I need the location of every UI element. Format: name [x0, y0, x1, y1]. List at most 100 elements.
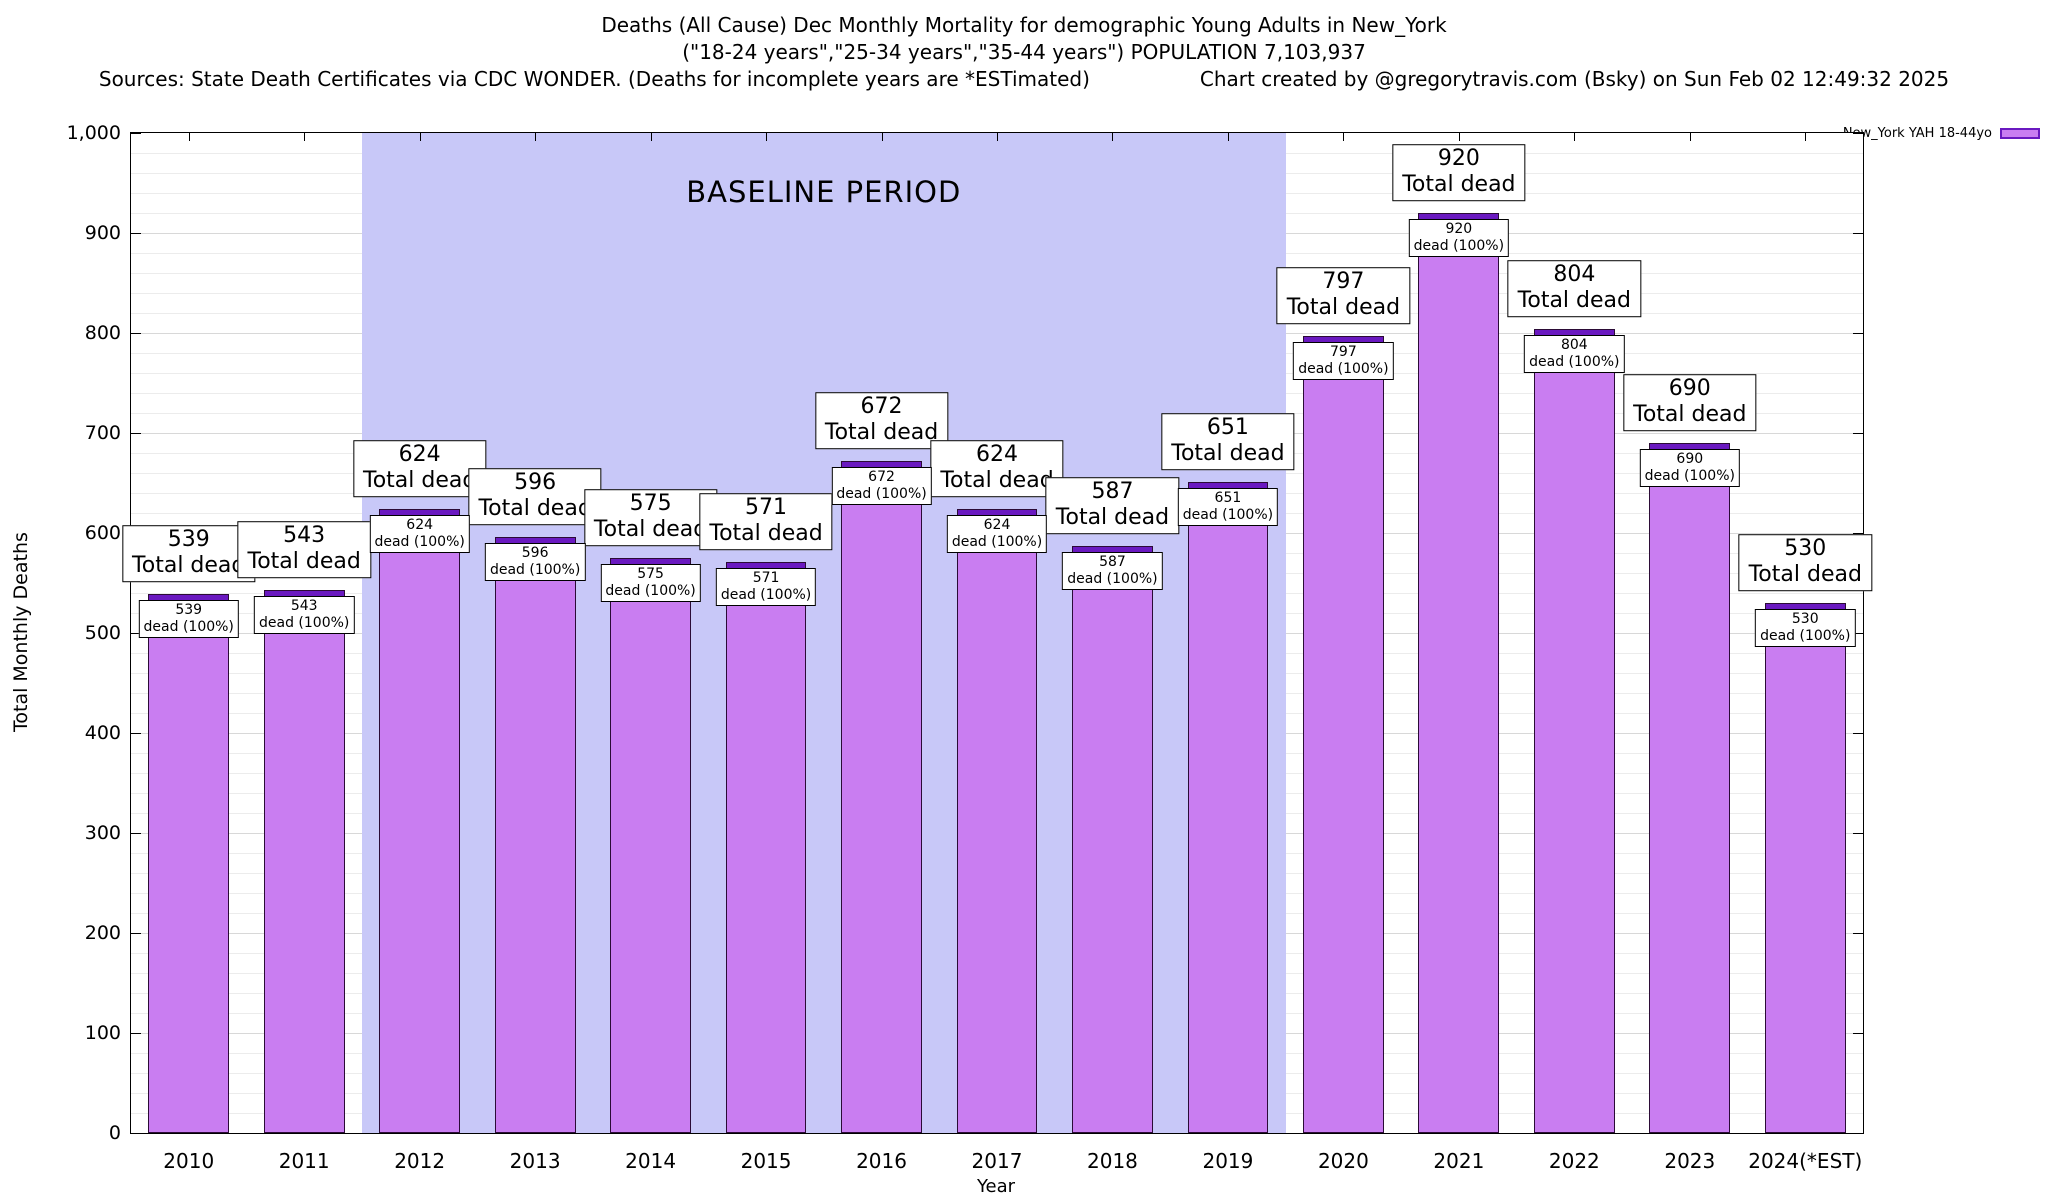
total-dead-label: 797 Total dead: [1276, 267, 1411, 324]
bar-top-cap: [1534, 330, 1614, 336]
y-tick-mark: [1853, 433, 1863, 434]
y-axis-tick-label: 300: [84, 822, 121, 844]
total-dead-label: 596 Total dead: [468, 468, 602, 525]
x-tick-mark: [1574, 133, 1576, 141]
y-tick-mark: [1853, 633, 1863, 634]
y-tick-mark: [131, 833, 141, 834]
total-dead-label: 530 Total dead: [1738, 534, 1872, 591]
bar-value-label: 575 dead (100%): [600, 564, 701, 602]
x-axis-tick-label: 2018: [1087, 1149, 1138, 1173]
x-tick-mark: [766, 133, 768, 141]
total-dead-label: 804 Total dead: [1507, 260, 1641, 317]
y-axis-tick-label: 700: [84, 422, 121, 444]
x-axis-tick-label: 2016: [856, 1149, 907, 1173]
y-tick-mark: [131, 1033, 141, 1034]
y-tick-mark: [131, 233, 141, 234]
bar-top-cap: [1303, 337, 1383, 343]
bar-top-cap: [495, 538, 575, 544]
y-axis-tick-label: 900: [84, 222, 121, 244]
bar-value-label: 587 dead (100%): [1062, 552, 1163, 590]
bar-value-label: 530 dead (100%): [1755, 609, 1856, 647]
chart-subtitle: ("18-24 years","25-34 years","35-44 year…: [682, 40, 1366, 64]
x-tick-mark: [1227, 133, 1229, 141]
y-axis-tick-label: 200: [84, 922, 121, 944]
x-tick-mark: [1458, 133, 1460, 141]
bar-top-cap: [149, 595, 229, 601]
x-axis-tick-label: 2011: [278, 1149, 330, 1173]
baseline-period-label: BASELINE PERIOD: [686, 175, 962, 209]
legend-label: New_York YAH 18-44yo: [1842, 126, 1992, 141]
bar-top-cap: [726, 563, 806, 569]
bar-top-cap: [611, 559, 690, 565]
bar-2017: [956, 509, 1038, 1133]
y-tick-mark: [131, 933, 141, 934]
x-tick-mark: [650, 133, 652, 141]
total-dead-label: 571 Total dead: [699, 493, 833, 550]
y-tick-mark: [131, 333, 141, 334]
y-tick-mark: [131, 633, 141, 634]
total-dead-label: 651 Total dead: [1161, 413, 1295, 470]
y-tick-mark: [1853, 733, 1863, 734]
bar-2022: [1533, 329, 1615, 1133]
x-tick-mark: [997, 133, 998, 141]
bar-top-cap: [1073, 547, 1152, 553]
y-axis-tick-label: 400: [84, 722, 121, 744]
x-axis-tick-label: 2024(*EST): [1748, 1149, 1863, 1173]
bar-2015: [725, 562, 807, 1133]
y-tick-mark: [131, 733, 141, 734]
total-dead-label: 690 Total dead: [1623, 374, 1757, 431]
y-tick-mark: [131, 433, 141, 434]
x-axis-tick-label: 2017: [971, 1149, 1023, 1173]
y-tick-mark: [131, 1133, 141, 1134]
bar-2012: [379, 509, 461, 1133]
x-axis-tick-label: 2020: [1317, 1149, 1369, 1173]
x-axis-tick-label: 2019: [1202, 1149, 1254, 1173]
legend-swatch: [2000, 128, 2040, 139]
y-tick-mark: [1853, 1033, 1863, 1034]
x-tick-mark: [1805, 133, 1807, 141]
bar-value-label: 690 dead (100%): [1639, 449, 1740, 487]
bar-top-cap: [1765, 604, 1845, 610]
bar-value-label: 624 dead (100%): [369, 515, 470, 553]
bar-value-label: 797 dead (100%): [1293, 342, 1394, 380]
total-dead-label: 575 Total dead: [583, 489, 718, 546]
bar-2013: [494, 537, 576, 1133]
total-dead-label: 543 Total dead: [237, 521, 371, 578]
bar-top-cap: [957, 510, 1037, 516]
x-axis-tick-label: 2013: [509, 1149, 561, 1173]
y-axis-tick-label: 500: [84, 622, 121, 644]
bar-2018: [1072, 546, 1153, 1133]
bar-2021: [1418, 213, 1500, 1133]
x-tick-mark: [419, 133, 421, 141]
bar-top-cap: [842, 462, 921, 468]
bar-2014: [610, 558, 691, 1133]
bar-value-label: 672 dead (100%): [831, 467, 932, 505]
y-tick-mark: [1853, 133, 1863, 134]
y-axis-tick-label: 600: [84, 522, 121, 544]
chart-title: Deaths (All Cause) Dec Monthly Mortality…: [601, 13, 1447, 37]
bar-value-label: 571 dead (100%): [715, 568, 817, 606]
bar-top-cap: [264, 591, 344, 597]
bar-value-label: 651 dead (100%): [1177, 488, 1279, 526]
bar-top-cap: [1419, 214, 1499, 220]
y-axis-tick-label: 800: [84, 322, 121, 344]
y-axis-title: Total Monthly Deaths: [10, 532, 32, 732]
y-tick-mark: [1853, 233, 1863, 234]
x-axis-title: Year: [976, 1176, 1016, 1197]
total-dead-label: 624 Total dead: [930, 440, 1064, 497]
bar-value-label: 596 dead (100%): [484, 543, 586, 581]
bar-value-label: 920 dead (100%): [1408, 219, 1510, 257]
y-axis-tick-label: 100: [84, 1022, 121, 1044]
y-tick-mark: [1853, 533, 1863, 534]
bar-value-label: 539 dead (100%): [138, 600, 239, 638]
bar-top-cap: [1188, 483, 1268, 489]
sources-text: Sources: State Death Certificates via CD…: [98, 67, 1090, 91]
x-tick-mark: [535, 133, 537, 141]
x-axis-tick-label: 2015: [740, 1149, 792, 1173]
y-tick-mark: [1853, 833, 1863, 834]
y-axis-tick-label: 0: [108, 1122, 121, 1144]
total-dead-label: 920 Total dead: [1392, 144, 1526, 201]
x-axis-tick-label: 2023: [1664, 1149, 1716, 1173]
bar-value-label: 624 dead (100%): [946, 515, 1048, 553]
x-tick-mark: [1343, 133, 1345, 141]
